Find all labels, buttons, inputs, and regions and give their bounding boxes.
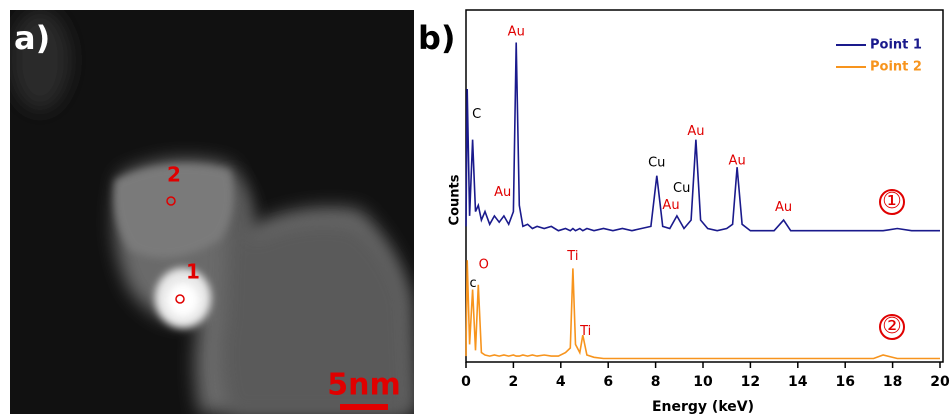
x-tick-label: 6 [603, 374, 613, 390]
legend-label: Point 1 [870, 38, 922, 53]
x-tick-label: 20 [930, 374, 950, 390]
x-tick-label: 14 [788, 374, 808, 390]
x-tick-label: 16 [835, 374, 854, 390]
x-tick-label: 18 [883, 374, 902, 390]
scale-bar-label: 5nm [327, 368, 401, 403]
peak-label: Cu [673, 181, 690, 196]
peak-label: O [479, 257, 489, 272]
spectrum-line [465, 42, 940, 232]
x-tick-label: 10 [693, 374, 713, 390]
peak-label: Cu [648, 156, 665, 171]
peak-label: Au [662, 198, 679, 213]
panel-label: b) [418, 19, 456, 57]
peak-label: Au [729, 153, 746, 168]
peak-label: Ti [566, 249, 578, 264]
peak-label: Au [508, 24, 525, 39]
x-tick-label: 2 [509, 374, 519, 390]
peak-label: Ti [579, 324, 591, 339]
micrograph [10, 10, 414, 414]
series-marker-circle [879, 314, 905, 340]
peak-label: C [472, 107, 481, 122]
x-tick-label: 0 [461, 374, 471, 390]
y-axis-label: Counts [448, 174, 463, 225]
x-axis-label: Energy (keV) [652, 399, 754, 414]
peak-label: Au [687, 124, 704, 139]
x-tick-label: 4 [556, 374, 566, 390]
point-label: 2 [167, 163, 181, 187]
point-label: 1 [186, 260, 200, 284]
peak-label: Au [494, 185, 511, 200]
series-marker-circle [879, 189, 905, 215]
spectrum-line [465, 260, 940, 360]
x-tick-label: 12 [741, 374, 760, 390]
peak-label: c [470, 276, 477, 291]
series-marker-label: ② [882, 314, 902, 339]
series-marker-label: ① [882, 189, 902, 214]
legend-label: Point 2 [870, 60, 922, 75]
x-tick-label: 8 [651, 374, 661, 390]
peak-label: Au [775, 200, 792, 215]
panel-label: a) [14, 19, 50, 57]
